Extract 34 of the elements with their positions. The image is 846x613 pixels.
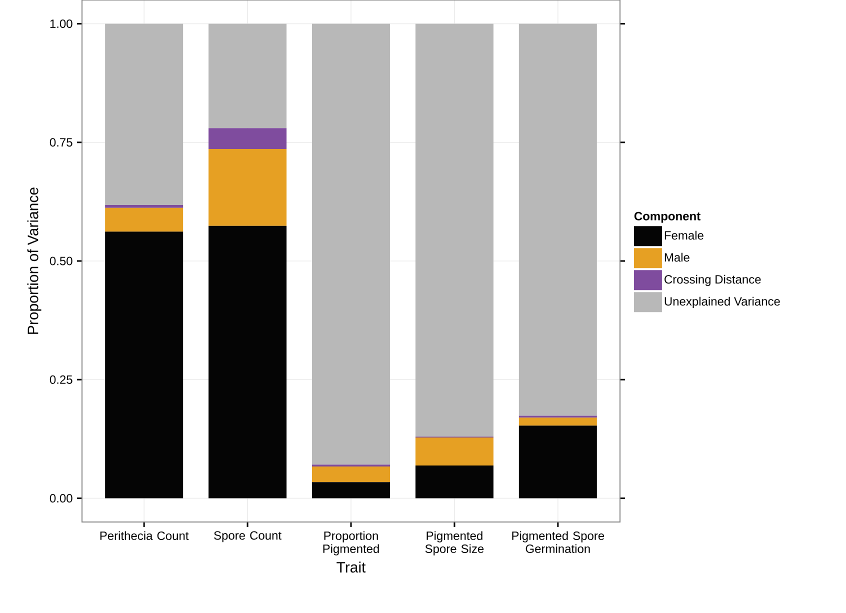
y-axis-title: Proportion of Variance — [27, 188, 42, 334]
legend-label: Unexplained Variance — [664, 296, 780, 308]
legend-label: Female — [664, 230, 704, 240]
bar — [312, 482, 390, 498]
y-tick-label: 0.75 — [50, 138, 72, 147]
x-tick-label: Pigmented Spore Size — [425, 531, 484, 556]
bar — [518, 426, 597, 498]
x-axis-title: Trait — [336, 562, 366, 573]
y-tick-label: 0.50 — [50, 256, 72, 266]
bar — [208, 128, 287, 150]
x-tick-label: Proportion Pigmented — [323, 531, 379, 556]
y-tick-label: 0.00 — [50, 494, 72, 503]
bar — [105, 232, 184, 498]
legend-label: Male — [664, 252, 690, 262]
bar — [518, 418, 597, 426]
bar — [312, 466, 390, 482]
bar — [415, 466, 494, 498]
bar — [105, 24, 184, 205]
bar — [208, 226, 287, 498]
x-tick-label: Pigmented Spore Germination — [512, 531, 604, 554]
bar — [518, 24, 597, 416]
bar — [312, 24, 390, 465]
x-tick-label: Spore Count — [214, 531, 282, 542]
y-tick-label: 1.00 — [50, 19, 72, 28]
x-tick-label: Perithecia Count — [100, 531, 189, 540]
bar — [105, 205, 184, 208]
legend-title: Component — [634, 212, 700, 223]
bar — [415, 438, 494, 466]
legend-label: Crossing Distance — [664, 274, 761, 286]
bar — [208, 24, 287, 128]
bar — [415, 24, 494, 437]
bar — [105, 208, 184, 232]
y-tick-label: 0.25 — [50, 375, 72, 384]
bar — [208, 149, 287, 226]
